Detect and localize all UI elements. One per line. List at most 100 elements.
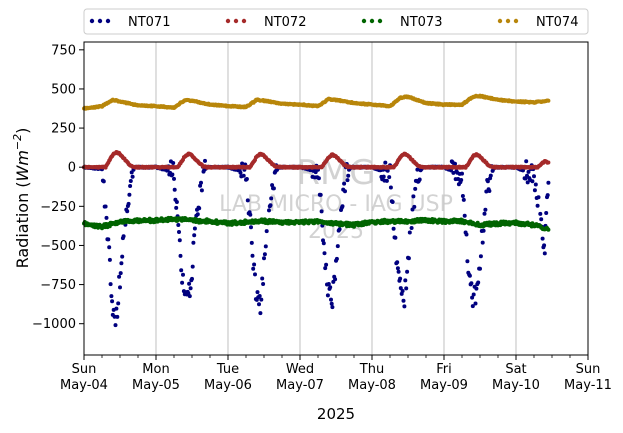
data-point	[485, 179, 490, 184]
data-point	[383, 160, 388, 165]
data-point	[405, 269, 410, 274]
data-point	[267, 208, 271, 213]
data-point	[417, 177, 422, 182]
x-grid	[155, 42, 517, 355]
data-point	[244, 177, 249, 181]
y-axis-label: Radiation (Wm−2)	[11, 128, 32, 269]
data-point	[346, 173, 351, 178]
data-point	[177, 230, 181, 234]
data-point	[538, 211, 543, 216]
data-point	[542, 243, 547, 248]
data-point	[107, 257, 112, 262]
data-point	[404, 286, 409, 291]
y-axis-label-close: )	[13, 128, 32, 134]
x-tick-label-date: May-05	[132, 378, 180, 393]
data-point	[533, 182, 538, 187]
data-point	[128, 179, 133, 183]
data-point	[412, 204, 417, 209]
y-tick-label: −1000	[32, 317, 76, 332]
data-point	[381, 174, 386, 179]
data-point	[471, 292, 476, 297]
y-tick-label: 250	[51, 122, 76, 137]
data-point	[319, 209, 324, 214]
data-point	[337, 227, 342, 232]
data-point	[483, 207, 488, 212]
data-point	[113, 323, 118, 328]
data-point	[118, 285, 122, 290]
data-point	[322, 251, 327, 256]
legend-marker	[497, 18, 503, 24]
data-point	[109, 294, 114, 299]
data-point	[540, 236, 545, 241]
legend-label-nt074: NT074	[536, 15, 578, 30]
x-tick-label-day: Sun	[72, 362, 97, 377]
data-point	[411, 194, 416, 199]
data-point	[172, 187, 177, 192]
legend-marker	[361, 18, 367, 24]
data-point	[114, 306, 119, 311]
data-point	[257, 302, 261, 307]
data-point	[473, 301, 478, 306]
legend-marker	[513, 18, 519, 24]
data-point	[401, 298, 406, 303]
data-point	[174, 205, 179, 210]
data-point	[127, 192, 132, 197]
x-tick-label-date: May-04	[60, 378, 108, 393]
data-point	[268, 203, 273, 208]
data-point	[323, 266, 328, 271]
data-point	[330, 305, 335, 310]
y-axis-label-unit: Wm	[13, 150, 32, 181]
data-point	[110, 299, 115, 304]
data-point	[258, 311, 263, 316]
data-point	[203, 158, 207, 163]
data-point	[321, 241, 326, 246]
data-point	[546, 98, 551, 103]
data-point	[387, 175, 392, 180]
data-point	[316, 176, 321, 181]
data-point	[250, 253, 255, 258]
data-point	[476, 280, 481, 285]
x-tick-label-date: May-07	[276, 378, 324, 393]
data-point	[546, 180, 551, 185]
data-point	[172, 176, 176, 181]
data-point	[118, 271, 123, 276]
data-point	[334, 256, 339, 261]
x-axis-label: 2025	[317, 405, 355, 423]
data-point	[262, 252, 267, 257]
data-point	[106, 237, 111, 242]
data-point	[128, 184, 133, 188]
y-tick-label: 750	[51, 43, 76, 58]
data-point	[464, 232, 469, 237]
data-point	[187, 281, 192, 286]
data-point	[199, 188, 204, 193]
data-point	[482, 211, 487, 216]
x-tick-label-day: Wed	[286, 362, 314, 377]
data-point	[324, 262, 329, 267]
x-tick-label-day: Thu	[359, 362, 384, 377]
data-point	[546, 160, 551, 165]
data-point	[261, 282, 266, 286]
data-point	[328, 285, 333, 290]
data-point	[526, 169, 531, 174]
data-point	[117, 274, 122, 279]
data-point	[460, 194, 465, 198]
data-point	[470, 295, 475, 300]
data-point	[248, 212, 253, 217]
data-point	[170, 172, 175, 177]
data-point	[238, 170, 243, 175]
data-point	[264, 229, 269, 234]
data-point	[270, 183, 275, 188]
data-point	[391, 226, 396, 231]
data-point	[453, 161, 457, 166]
data-point	[535, 203, 540, 208]
y-axis-label-exp: −2	[11, 134, 24, 150]
data-point	[345, 178, 350, 183]
y-tick-label: −500	[40, 239, 76, 254]
legend-marker	[369, 18, 375, 24]
x-tick-label-day: Mon	[142, 362, 169, 377]
data-point	[402, 304, 407, 309]
data-point	[333, 277, 338, 282]
data-point	[459, 178, 464, 182]
data-point	[388, 185, 393, 190]
data-point	[409, 226, 414, 230]
